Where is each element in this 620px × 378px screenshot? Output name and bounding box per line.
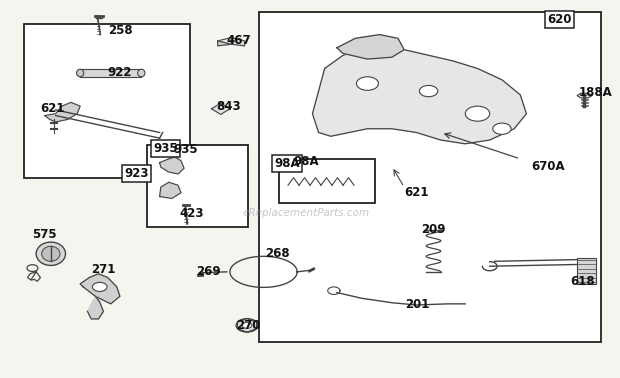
Text: 188A: 188A [578, 87, 612, 99]
Polygon shape [159, 157, 184, 174]
Polygon shape [218, 37, 245, 44]
Text: 258: 258 [108, 24, 132, 37]
Text: 935: 935 [153, 142, 178, 155]
Text: 621: 621 [404, 186, 428, 199]
Text: 269: 269 [197, 265, 221, 277]
Circle shape [236, 319, 258, 332]
Polygon shape [159, 182, 181, 198]
Text: 575: 575 [32, 228, 57, 241]
Circle shape [465, 106, 490, 121]
Polygon shape [80, 274, 120, 304]
Text: 621: 621 [40, 102, 65, 115]
Polygon shape [577, 93, 592, 98]
Text: 270: 270 [236, 319, 260, 332]
Ellipse shape [42, 246, 60, 261]
Polygon shape [312, 48, 526, 144]
Circle shape [493, 123, 511, 135]
Polygon shape [337, 35, 404, 59]
Text: 98A: 98A [274, 157, 299, 170]
Polygon shape [231, 37, 245, 46]
Bar [259, 12, 601, 342]
Polygon shape [211, 103, 230, 115]
Ellipse shape [138, 69, 145, 77]
Text: 618: 618 [570, 275, 595, 288]
Polygon shape [218, 41, 231, 46]
Text: 620: 620 [547, 12, 572, 26]
Text: 209: 209 [421, 223, 446, 236]
Text: 467: 467 [227, 34, 252, 47]
Ellipse shape [76, 69, 84, 77]
Text: 271: 271 [91, 263, 115, 276]
Polygon shape [45, 102, 80, 122]
Text: 923: 923 [124, 167, 149, 180]
Circle shape [242, 322, 252, 328]
Polygon shape [87, 296, 104, 319]
Polygon shape [80, 69, 141, 77]
Text: 935: 935 [173, 143, 198, 156]
Circle shape [356, 77, 378, 90]
Circle shape [92, 282, 107, 291]
Ellipse shape [36, 242, 66, 265]
Bar [148, 144, 248, 227]
Bar [279, 159, 376, 203]
Circle shape [419, 85, 438, 97]
Text: 201: 201 [405, 299, 430, 311]
Bar [24, 24, 190, 178]
Bar [577, 257, 596, 284]
Text: 98A: 98A [293, 155, 319, 168]
Text: 843: 843 [216, 100, 241, 113]
Text: 670A: 670A [531, 160, 565, 173]
Text: 423: 423 [179, 207, 204, 220]
Text: 268: 268 [265, 247, 290, 260]
Text: eReplacementParts.com: eReplacementParts.com [243, 209, 370, 218]
Text: 922: 922 [108, 66, 132, 79]
